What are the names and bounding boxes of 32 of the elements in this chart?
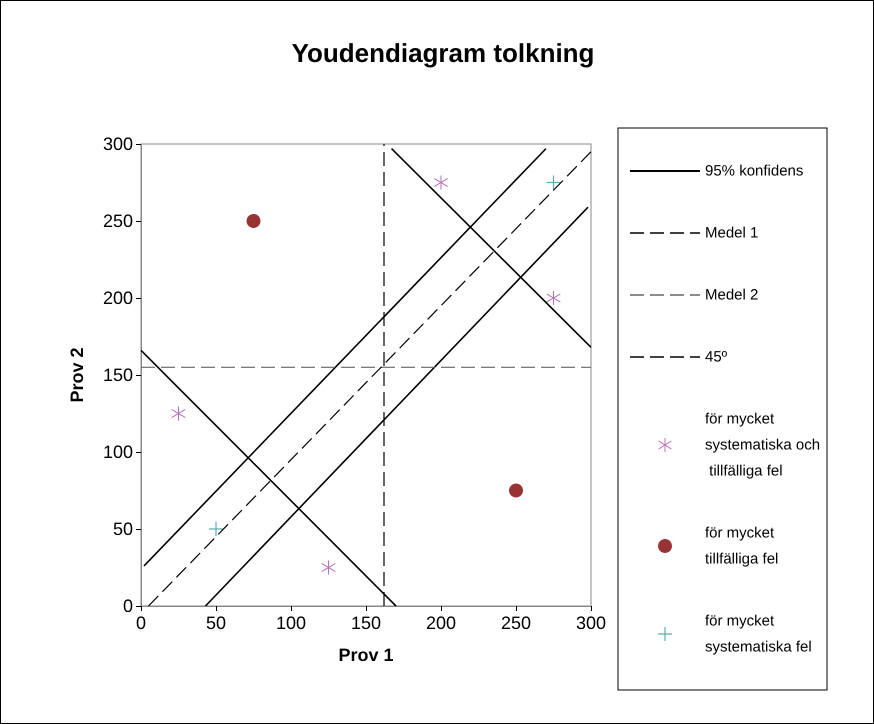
- x-tick-label: 150: [350, 613, 382, 633]
- legend-label: 45º: [705, 348, 728, 366]
- point: [322, 560, 336, 574]
- point: [546, 174, 562, 190]
- y-tick-label: 250: [102, 211, 133, 231]
- x-axis-title: Prov 1: [338, 645, 394, 665]
- legend-label: 95% konfidens: [705, 162, 804, 180]
- y-tick-label: 300: [102, 134, 133, 154]
- point: [509, 484, 523, 498]
- point: [172, 406, 186, 420]
- x-tick-label: 50: [206, 613, 226, 633]
- x-tick-label: 100: [276, 613, 306, 633]
- x-tick-label: 300: [576, 613, 606, 633]
- legend-label: för mycket systematiska fel: [705, 612, 812, 656]
- point: [546, 291, 560, 305]
- y-axis-title: Prov 2: [67, 347, 87, 403]
- chart-title: Youdendiagram tolkning: [292, 38, 594, 68]
- legend-label: Medel 1: [705, 224, 758, 242]
- point: [246, 214, 260, 228]
- y-tick-label: 50: [112, 519, 133, 539]
- y-tick-label: 0: [122, 596, 133, 616]
- legend-label: för mycket systematiska och tillfälliga fel: [705, 410, 820, 480]
- point: [208, 521, 224, 537]
- y-tick-label: 200: [102, 288, 133, 308]
- x-tick-label: 200: [426, 613, 456, 633]
- point: [434, 176, 448, 190]
- legend-label: för mycket tillfälliga fel: [705, 524, 778, 568]
- y-tick-label: 150: [102, 365, 133, 385]
- x-tick-label: 250: [500, 613, 532, 633]
- legend-label: Medel 2: [705, 286, 758, 304]
- x-tick-label: 0: [136, 613, 146, 633]
- y-tick-label: 100: [102, 442, 133, 462]
